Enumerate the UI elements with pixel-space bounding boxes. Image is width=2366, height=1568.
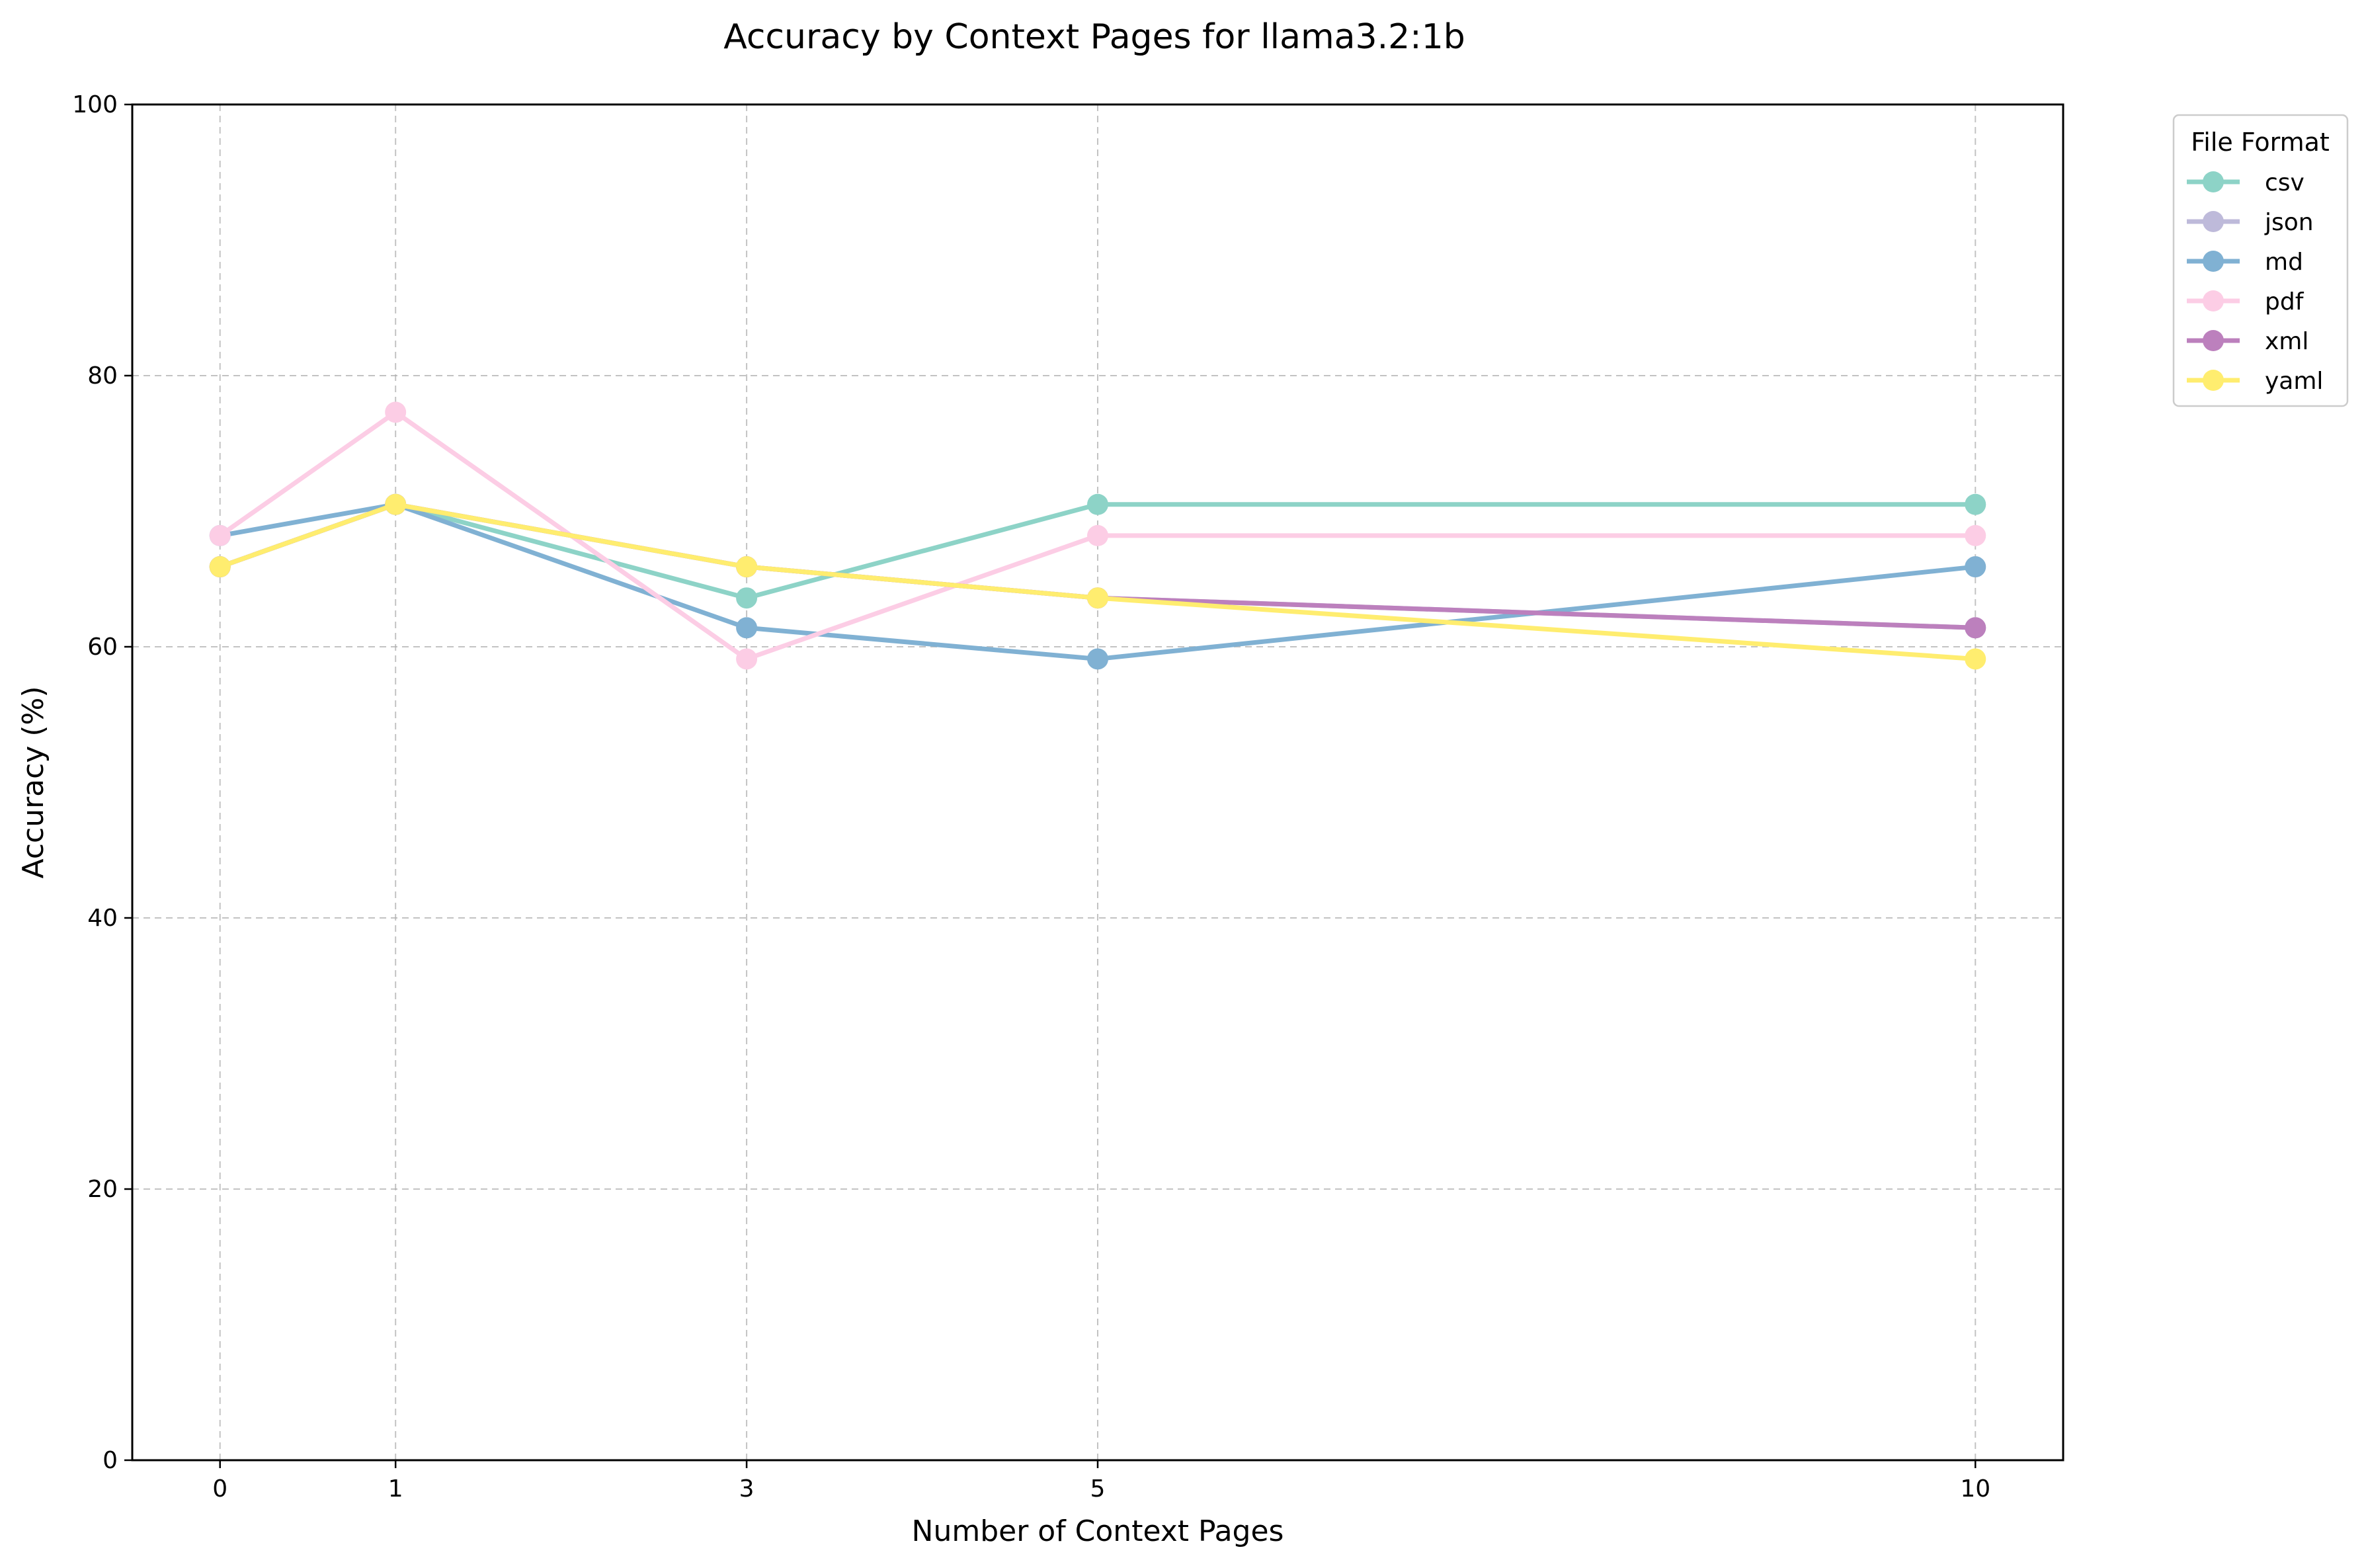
data-point-yaml [209, 556, 231, 578]
series-yaml [209, 493, 1986, 670]
legend-item-xml: xml [2187, 328, 2308, 355]
series-layer [209, 401, 1986, 670]
grid-layer [132, 104, 2063, 1460]
legend-marker-json [2203, 211, 2224, 232]
data-point-yaml [1087, 587, 1108, 609]
legend-marker-md [2203, 251, 2224, 272]
legend-item-json: json [2187, 209, 2314, 236]
y-tick-label: 20 [87, 1176, 118, 1203]
legend-marker-yaml [2203, 370, 2224, 391]
data-point-yaml [1965, 648, 1986, 670]
legend-item-md: md [2187, 249, 2303, 276]
data-point-pdf [736, 648, 758, 670]
data-point-pdf [1087, 524, 1108, 546]
series-pdf [209, 401, 1986, 670]
y-axis-title: Accuracy (%) [17, 686, 50, 878]
legend-label-csv: csv [2265, 169, 2305, 196]
legend-marker-pdf [2203, 290, 2224, 311]
x-tick-label: 3 [739, 1475, 755, 1503]
legend-item-pdf: pdf [2187, 288, 2305, 315]
data-point-yaml [736, 556, 758, 578]
legend-label-pdf: pdf [2265, 288, 2305, 315]
legend-title: File Format [2191, 128, 2330, 157]
legend-label-json: json [2264, 209, 2314, 236]
data-point-csv [1965, 493, 1986, 515]
data-point-xml [1965, 617, 1986, 639]
legend-label-md: md [2265, 249, 2303, 276]
y-tick-label: 0 [102, 1447, 118, 1474]
data-point-pdf [1965, 524, 1986, 546]
data-point-pdf [209, 524, 231, 546]
legend-marker-xml [2203, 330, 2224, 351]
chart-title: Accuracy by Context Pages for llama3.2:1… [723, 17, 1465, 57]
y-tick-label: 80 [87, 362, 118, 390]
x-tick-label: 5 [1090, 1475, 1106, 1503]
legend: File Format csv json md pdf xml yaml [2172, 114, 2349, 407]
y-tick-label: 60 [87, 634, 118, 661]
legend-items: csv json md pdf xml yaml [2187, 169, 2323, 395]
legend-label-yaml: yaml [2265, 368, 2323, 395]
y-tick-label: 40 [87, 905, 118, 932]
data-point-md [736, 617, 758, 639]
legend-label-xml: xml [2265, 328, 2308, 355]
y-tick-label: 100 [72, 91, 118, 118]
x-axis-title: Number of Context Pages [912, 1514, 1284, 1548]
legend-item-csv: csv [2187, 169, 2305, 196]
x-tick-label: 0 [212, 1475, 227, 1503]
data-point-csv [1087, 493, 1108, 515]
legend-marker-csv [2203, 171, 2224, 192]
data-point-md [1087, 648, 1108, 670]
data-point-pdf [385, 401, 407, 423]
x-tick-label: 1 [388, 1475, 403, 1503]
y-axis: 0 20 40 60 80 100 [72, 91, 132, 1474]
x-tick-label: 10 [1960, 1475, 1990, 1503]
legend-item-yaml: yaml [2187, 368, 2323, 395]
data-point-csv [736, 587, 758, 609]
data-point-md [1965, 556, 1986, 578]
x-axis: 0 1 3 5 10 [212, 1460, 1990, 1503]
data-point-yaml [385, 493, 407, 515]
